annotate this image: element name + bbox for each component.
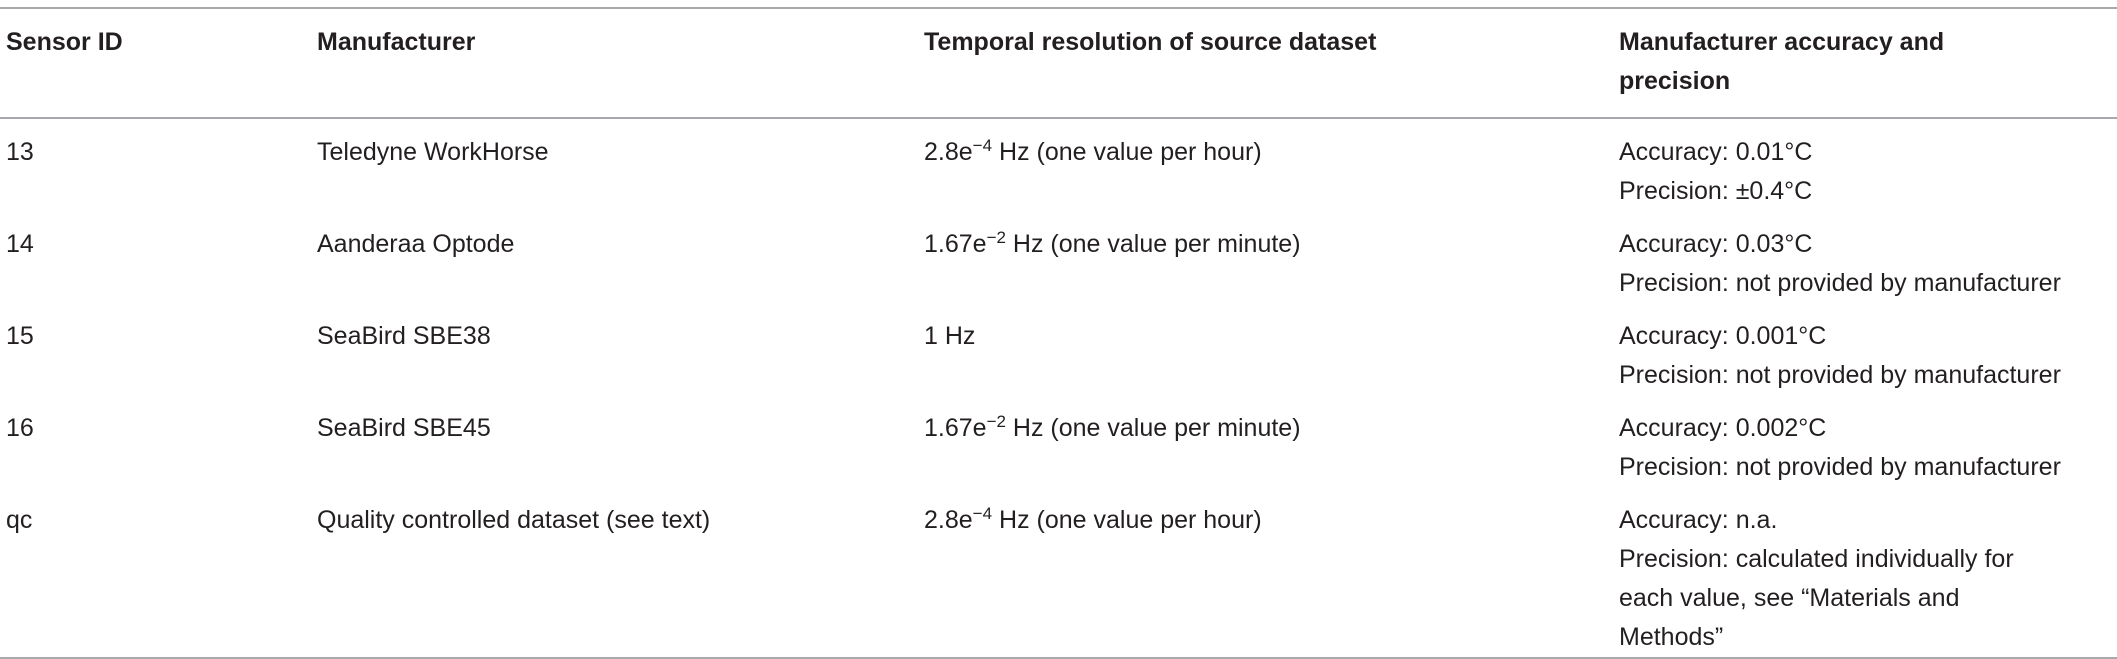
cell-text: 15 (6, 322, 34, 350)
table-cell: Accuracy: n.a. Precision: calculated indi… (1619, 487, 2117, 658)
table-row: 16 SeaBird SBE45 1.67e−2 Hz (one value per… (0, 395, 2117, 487)
mantissa: 1.67e (924, 230, 987, 258)
cell-line: Precision: not provided by manufacturer (1619, 269, 2061, 297)
table-row: 13 Teledyne WorkHorse 2.8e−4 Hz (one value… (0, 118, 2117, 211)
table-cell: 1 Hz (924, 303, 1619, 395)
table-cell: 2.8e−4 Hz (one value per hour) (924, 487, 1619, 658)
table-cell: SeaBird SBE45 (317, 395, 924, 487)
header-text: Temporal resolution of source dataset (924, 28, 1377, 56)
table-cell: 2.8e−4 Hz (one value per hour) (924, 118, 1619, 211)
cell-text: Aanderaa Optode (317, 230, 515, 258)
table-row: 15 SeaBird SBE38 1 Hz Accuracy: 0.001°C Prec… (0, 303, 2117, 395)
exponent: −4 (972, 136, 993, 155)
unit: Hz (one value per minute) (1005, 230, 1301, 258)
exponent: −2 (986, 228, 1006, 247)
cell-text: 13 (6, 138, 34, 166)
table-cell: Accuracy: 0.01°C Precision: ±0.4°C (1619, 118, 2117, 211)
table-cell: SeaBird SBE38 (317, 303, 924, 395)
header-text: Manufacturer (317, 28, 476, 56)
table-cell: 16 (0, 395, 317, 487)
cell-text: 16 (6, 414, 34, 442)
mantissa: 2.8e (924, 138, 973, 166)
table-cell: Teledyne WorkHorse (317, 118, 924, 211)
cell-line: each value, see “Materials and (1619, 584, 1960, 612)
cell-line: Accuracy: 0.01°C (1619, 138, 1813, 166)
cell-text: qc (6, 506, 33, 534)
table-cell: 13 (0, 118, 317, 211)
column-header: Temporal resolution of source dataset (924, 8, 1619, 118)
cell-line: Precision: not provided by manufacturer (1619, 453, 2061, 481)
header-text: Sensor ID (6, 28, 123, 56)
cell-line: Accuracy: 0.03°C (1619, 230, 1813, 258)
cell-line: Precision: calculated individually for (1619, 545, 2014, 573)
cell-text: Teledyne WorkHorse (317, 138, 549, 166)
cell-line: Accuracy: 0.002°C (1619, 414, 1827, 442)
table-cell: qc (0, 487, 317, 658)
table-cell: Accuracy: 0.001°C Precision: not provided… (1619, 303, 2117, 395)
cell-text: SeaBird SBE45 (317, 414, 491, 442)
table-cell: 1.67e−2 Hz (one value per minute) (924, 395, 1619, 487)
header-row: Sensor ID Manufacturer Temporal resolution… (0, 8, 2117, 118)
column-header: Manufacturer (317, 8, 924, 118)
unit: Hz (one value per hour) (992, 506, 1262, 534)
table-row: qc Quality controlled dataset (see text) 2… (0, 487, 2117, 658)
table-cell: Accuracy: 0.002°C Precision: not provided… (1619, 395, 2117, 487)
cell-line: Precision: not provided by manufacturer (1619, 361, 2061, 389)
mantissa: 1.67e (924, 414, 987, 442)
table-cell: Accuracy: 0.03°C Precision: not provided … (1619, 211, 2117, 303)
header-text: Manufacturer accuracy and precision (1619, 28, 1945, 95)
table-row: 14 Aanderaa Optode 1.67e−2 Hz (one value p… (0, 211, 2117, 303)
cell-text: 1 Hz (924, 322, 976, 350)
cell-line: Methods” (1619, 623, 1724, 651)
table-body: 13 Teledyne WorkHorse 2.8e−4 Hz (one value… (0, 118, 2117, 658)
cell-text: Quality controlled dataset (see text) (317, 506, 711, 534)
table-cell: 1.67e−2 Hz (one value per minute) (924, 211, 1619, 303)
unit: Hz (one value per minute) (1005, 414, 1301, 442)
cell-line: Accuracy: 0.001°C (1619, 322, 1827, 350)
mantissa: 2.8e (924, 506, 973, 534)
unit: Hz (one value per hour) (992, 138, 1262, 166)
table-cell: 14 (0, 211, 317, 303)
table-cell: Quality controlled dataset (see text) (317, 487, 924, 658)
sensor-table: Sensor ID Manufacturer Temporal resolution… (0, 7, 2117, 659)
cell-text: SeaBird SBE38 (317, 322, 491, 350)
column-header: Sensor ID (0, 8, 317, 118)
cell-line: Precision: ±0.4°C (1619, 177, 1813, 205)
table-cell: Aanderaa Optode (317, 211, 924, 303)
exponent: −4 (972, 504, 993, 523)
table-header: Sensor ID Manufacturer Temporal resolution… (0, 8, 2117, 118)
cell-line: Accuracy: n.a. (1619, 506, 1778, 534)
cell-text: 14 (6, 230, 34, 258)
column-header: Manufacturer accuracy and precision (1619, 8, 2117, 118)
table-cell: 15 (0, 303, 317, 395)
exponent: −2 (986, 412, 1006, 431)
